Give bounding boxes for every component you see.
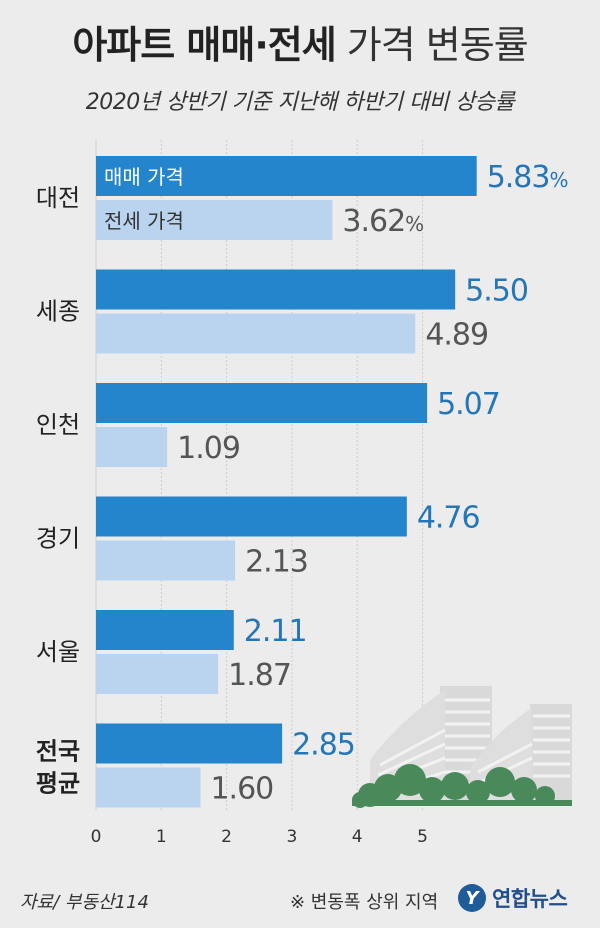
category-label: 대전 (36, 184, 80, 212)
value-label-jeonse: 4.89 (425, 318, 488, 353)
value-label-jeonse: 3.62% (342, 204, 423, 239)
page-title: 아파트 매매·전세 가격 변동률 (0, 14, 600, 69)
yonhap-logo: Y 연합뉴스 (458, 883, 568, 913)
x-axis: 0 1 2 3 4 5 (91, 827, 428, 847)
bar-sale-0 (96, 156, 477, 196)
category-label: 전국 평균 (36, 738, 80, 798)
category-label: 인천 (36, 411, 80, 439)
x-tick-label: 1 (156, 827, 167, 847)
bars (96, 156, 477, 808)
bar-sale-1 (96, 269, 456, 310)
bar-sale-2 (96, 383, 428, 423)
building-2-tower (530, 704, 572, 804)
legend-sale: 매매 가격 (104, 165, 184, 189)
bar-jeonse-1 (96, 313, 416, 354)
bar-sale-5 (96, 723, 283, 764)
source-credit: 자료/ 부동산114 (20, 892, 149, 913)
bar-jeonse-5 (96, 767, 201, 808)
x-tick-label: 5 (417, 827, 428, 847)
ground (352, 800, 572, 806)
title-light: 가격 변동률 (346, 23, 529, 67)
page-subtitle: 2020년 상반기 기준 지난해 하반기 대비 상승률 (85, 90, 515, 115)
bar-sale-3 (96, 496, 407, 537)
trees (352, 764, 555, 808)
percent-suffix: % (405, 212, 423, 236)
value-label-jeonse: 1.87 (228, 658, 291, 693)
bar-jeonse-0 (96, 200, 333, 240)
value-label-sale: 2.11 (244, 614, 307, 649)
value-label-sale: 5.50 (465, 274, 528, 309)
legend-jeonse: 전세 가격 (104, 209, 184, 233)
footnote: ※ 변동폭 상위 지역 (290, 892, 439, 913)
bar-jeonse-2 (96, 427, 168, 467)
x-tick-label: 4 (352, 827, 363, 847)
gridlines (95, 140, 423, 810)
value-label-sale: 5.83% (487, 160, 568, 195)
yonhap-logo-icon: Y (458, 884, 486, 912)
value-label-jeonse: 1.60 (210, 772, 273, 807)
title-bold: 아파트 매매·전세 (72, 23, 336, 67)
x-tick-label: 0 (91, 827, 102, 847)
category-label: 세종 (36, 298, 80, 326)
bar-jeonse-4 (96, 654, 219, 694)
value-labels: 5.83% 3.62% 5.50 4.89 5.07 1.09 4.76 2.13 2.11 1.… (177, 160, 568, 807)
value-label-sale: 5.07 (437, 387, 500, 422)
value-label-sale: 4.76 (417, 501, 480, 536)
category-label: 경기 (36, 525, 80, 553)
x-tick-label: 2 (221, 827, 232, 847)
apartment-buildings-illustration (352, 686, 572, 808)
x-tick-label: 3 (286, 827, 297, 847)
category-label: 서울 (36, 638, 80, 666)
percent-suffix: % (549, 168, 567, 192)
value-label-jeonse: 2.13 (245, 545, 308, 580)
logo-text: 연합뉴스 (492, 887, 568, 911)
value-label-sale: 2.85 (292, 728, 355, 763)
bar-sale-4 (96, 610, 234, 650)
bar-jeonse-3 (96, 540, 236, 581)
value-label-jeonse: 1.09 (177, 431, 240, 466)
